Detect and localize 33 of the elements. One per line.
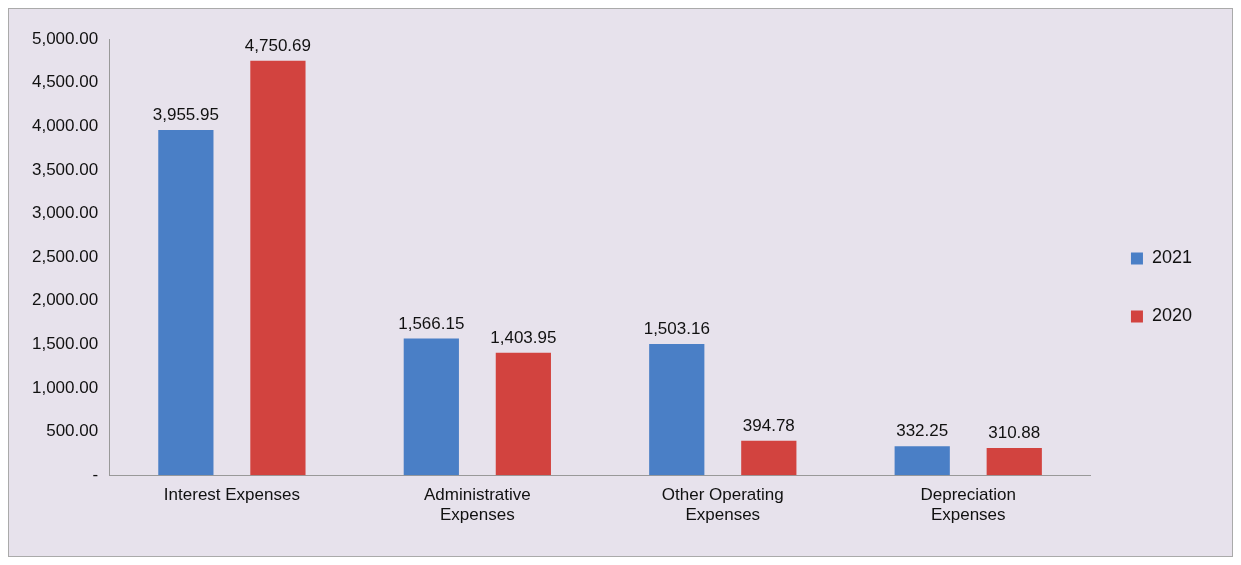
data-label: 394.78 — [742, 415, 795, 435]
y-tick-label: 2,000.00 — [31, 290, 99, 310]
x-tick-label: Administrative Expenses — [423, 485, 531, 525]
bar — [495, 352, 551, 476]
legend-label: 2020 — [1151, 305, 1192, 326]
data-label: 4,750.69 — [244, 35, 312, 55]
y-tick-label: 3,000.00 — [31, 203, 99, 223]
y-tick-label: 2,500.00 — [31, 246, 99, 266]
y-tick-label: 4,000.00 — [31, 115, 99, 135]
y-tick-label: 1,000.00 — [31, 377, 99, 397]
x-tick-label: Interest Expenses — [163, 485, 300, 505]
bar — [158, 130, 214, 476]
y-tick-label: 3,500.00 — [31, 159, 99, 179]
y-tick-label: - — [92, 464, 99, 484]
bar — [250, 60, 306, 476]
y-tick-label: 500.00 — [46, 421, 99, 441]
y-tick-label: 1,500.00 — [31, 334, 99, 354]
bar — [403, 338, 459, 476]
y-tick-label: 5,000.00 — [31, 28, 99, 48]
bar — [894, 446, 950, 476]
bar — [741, 440, 797, 476]
bar — [649, 344, 705, 476]
bar — [986, 448, 1042, 476]
data-label: 3,955.95 — [152, 105, 219, 125]
data-label: 1,503.16 — [643, 319, 710, 339]
legend-label: 2021 — [1151, 247, 1192, 268]
data-label: 310.88 — [988, 423, 1041, 443]
x-tick-label: Depreciation Expenses — [920, 485, 1016, 525]
data-label: 1,566.15 — [398, 313, 465, 333]
data-label: 1,403.95 — [490, 327, 557, 347]
x-tick-label: Other Operating Expenses — [661, 485, 784, 525]
data-label: 332.25 — [896, 421, 949, 441]
y-tick-label: 4,500.00 — [31, 72, 99, 92]
